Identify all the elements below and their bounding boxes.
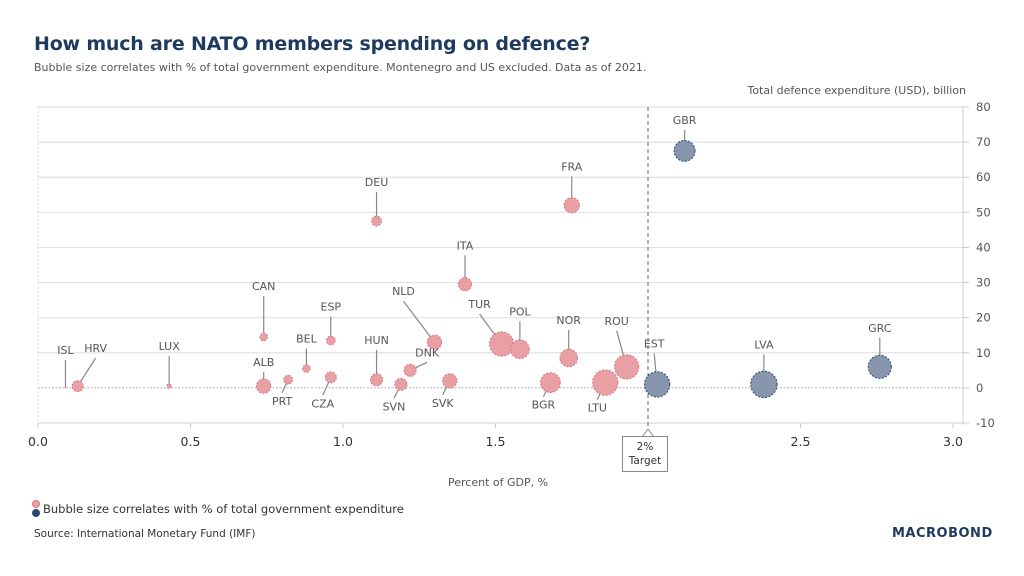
label-pol: POL — [509, 305, 531, 318]
y-tick-label: 80 — [976, 100, 991, 114]
bubble-bel — [302, 364, 311, 373]
leader-lines — [64, 129, 881, 400]
legend-text: Bubble size correlates with % of total g… — [43, 501, 404, 516]
bubble-svn — [394, 377, 408, 391]
legend-bubble-icon — [32, 500, 40, 517]
label-hun: HUN — [364, 334, 389, 347]
target-annotation: 2% Target — [622, 436, 668, 472]
y-tick-label: 0 — [976, 381, 983, 395]
bubble-bgr — [540, 372, 561, 394]
label-bgr: BGR — [532, 399, 556, 412]
y-tick-label: 40 — [976, 240, 991, 254]
bubble-nor — [559, 348, 579, 368]
bubble-esp — [325, 335, 336, 346]
label-bel: BEL — [296, 333, 317, 346]
bubble-rou — [614, 354, 640, 380]
bubble-can — [259, 332, 269, 342]
label-ita: ITA — [457, 239, 474, 252]
x-tick-label: 2.5 — [791, 434, 811, 449]
bubble-alb — [256, 378, 272, 394]
label-grc: GRC — [868, 322, 892, 335]
target-value-text: 2% — [636, 441, 654, 453]
y-tick-label: -10 — [976, 416, 995, 430]
source-note: Source: International Monetary Fund (IMF… — [34, 528, 256, 540]
bubble-hun — [370, 373, 384, 387]
bubble-ita — [457, 277, 473, 292]
bubble-est — [644, 371, 671, 398]
bubble-grc — [867, 354, 892, 379]
label-nor: NOR — [556, 314, 581, 327]
label-svk: SVK — [432, 397, 455, 410]
y-tick-label: 20 — [976, 311, 991, 325]
bubble-tur — [489, 331, 515, 357]
label-nld: NLD — [392, 285, 415, 298]
chart-subtitle: Bubble size correlates with % of total g… — [34, 61, 647, 74]
axes: 80 70 60 50 40 30 20 10 0 -10 0.0 0.5 1.0 1.5 2.5 3.0 — [28, 100, 995, 449]
point-labels: ISL HRV LUX ALB PRT BEL CAN ESP CZA DEU HUN SVN DNK N… — [57, 114, 891, 415]
x-tick-label: 0.5 — [181, 434, 201, 449]
bubble-cza — [324, 371, 337, 384]
label-can: CAN — [252, 280, 275, 293]
chart-title: How much are NATO members spending on de… — [34, 33, 591, 55]
bubble-nld — [426, 334, 443, 350]
label-dnk: DNK — [415, 346, 440, 359]
bubble-ltu — [592, 369, 619, 396]
y-tick-label: 60 — [976, 170, 991, 184]
bubble-svk — [442, 373, 458, 389]
bubbles — [71, 139, 892, 399]
legend-above-target-dot — [32, 509, 40, 517]
bubble-hrv — [71, 380, 84, 393]
label-fra: FRA — [561, 160, 583, 173]
label-est: EST — [644, 337, 665, 350]
label-ltu: LTU — [588, 402, 607, 415]
macrobond-logo: MACROBOND — [892, 526, 993, 541]
y-tick-label: 10 — [976, 346, 991, 360]
bubble-lux — [166, 383, 172, 389]
x-tick-label: 1.0 — [333, 434, 353, 449]
label-lva: LVA — [754, 338, 774, 351]
legend-below-target-dot — [32, 500, 40, 508]
label-alb: ALB — [253, 356, 274, 369]
label-svn: SVN — [383, 400, 406, 413]
target-pointer — [641, 428, 655, 438]
bubble-pol — [510, 339, 530, 360]
x-tick-label: 1.5 — [486, 434, 506, 449]
label-hrv: HRV — [84, 342, 107, 355]
label-isl: ISL — [57, 344, 74, 357]
label-prt: PRT — [272, 395, 292, 408]
x-tick-label: 3.0 — [943, 434, 963, 449]
y-tick-label: 30 — [976, 276, 991, 290]
label-tur: TUR — [467, 298, 491, 311]
target-label-text: Target — [628, 455, 662, 467]
bubble-deu — [371, 215, 382, 227]
label-rou: ROU — [604, 315, 628, 328]
bubble-gbr — [673, 139, 696, 162]
label-esp: ESP — [321, 300, 342, 313]
x-axis-label: Percent of GDP, % — [448, 476, 549, 489]
label-deu: DEU — [365, 176, 388, 189]
label-gbr: GBR — [673, 114, 697, 127]
legend: Bubble size correlates with % of total g… — [32, 500, 404, 517]
label-cza: CZA — [311, 397, 334, 410]
y-tick-label: 70 — [976, 135, 991, 149]
leader-line-nld — [403, 300, 435, 343]
bubble-prt — [283, 374, 294, 385]
bubble-lva — [750, 370, 778, 399]
bubble-fra — [563, 197, 580, 214]
y-tick-label: 50 — [976, 205, 991, 219]
label-lux: LUX — [159, 340, 181, 353]
y-axis-label: Total defence expenditure (USD), billion — [747, 84, 966, 97]
x-tick-label: 0.0 — [28, 434, 48, 449]
bubble-dnk — [403, 363, 417, 377]
